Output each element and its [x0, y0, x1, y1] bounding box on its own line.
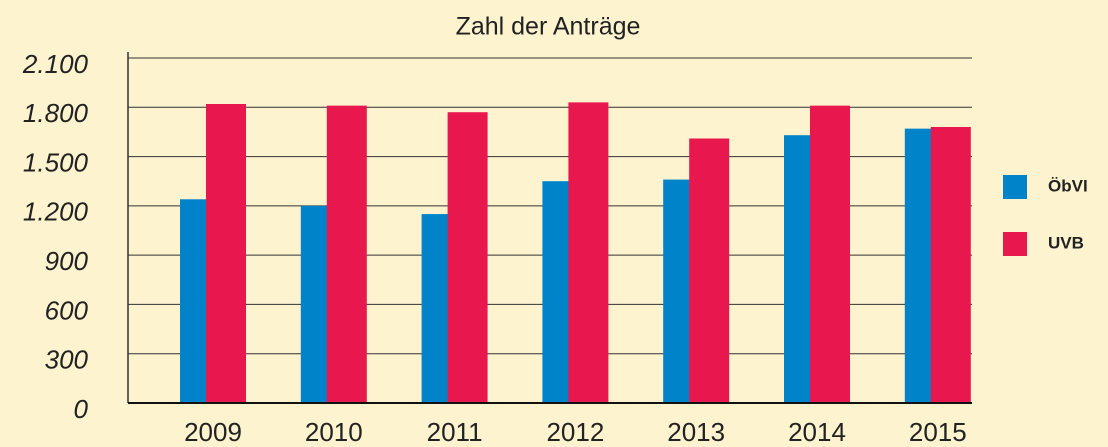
y-tick-label: 300 [45, 345, 89, 375]
y-tick-label: 2.100 [22, 49, 89, 79]
bar [810, 105, 850, 404]
x-tick-label: 2013 [667, 417, 725, 447]
chart-title: Zahl der Anträge [456, 13, 641, 41]
y-tick-label: 900 [45, 246, 89, 276]
y-tick-label: 1.500 [23, 147, 89, 177]
bar [326, 105, 367, 404]
bar [447, 112, 488, 403]
y-tick-label: 0 [74, 394, 89, 424]
x-tick-label: 2012 [546, 417, 604, 447]
x-tick-label: 2014 [788, 417, 846, 447]
legend-label: UVB [1048, 233, 1084, 252]
x-tick-label: 2010 [305, 417, 363, 447]
bar [206, 104, 246, 403]
x-tick-label: 2015 [909, 417, 967, 447]
bar [930, 127, 971, 403]
x-tick-label: 2009 [184, 417, 242, 447]
legend-label: ÖbVI [1048, 176, 1088, 195]
legend-swatch [1003, 232, 1027, 256]
bar [689, 138, 730, 403]
y-tick-label: 1.200 [23, 197, 89, 227]
y-tick-label: 1.800 [23, 98, 89, 128]
legend-swatch [1003, 175, 1027, 199]
y-tick-label: 600 [45, 295, 89, 325]
bar [568, 102, 609, 403]
x-tick-label: 2011 [427, 417, 483, 447]
